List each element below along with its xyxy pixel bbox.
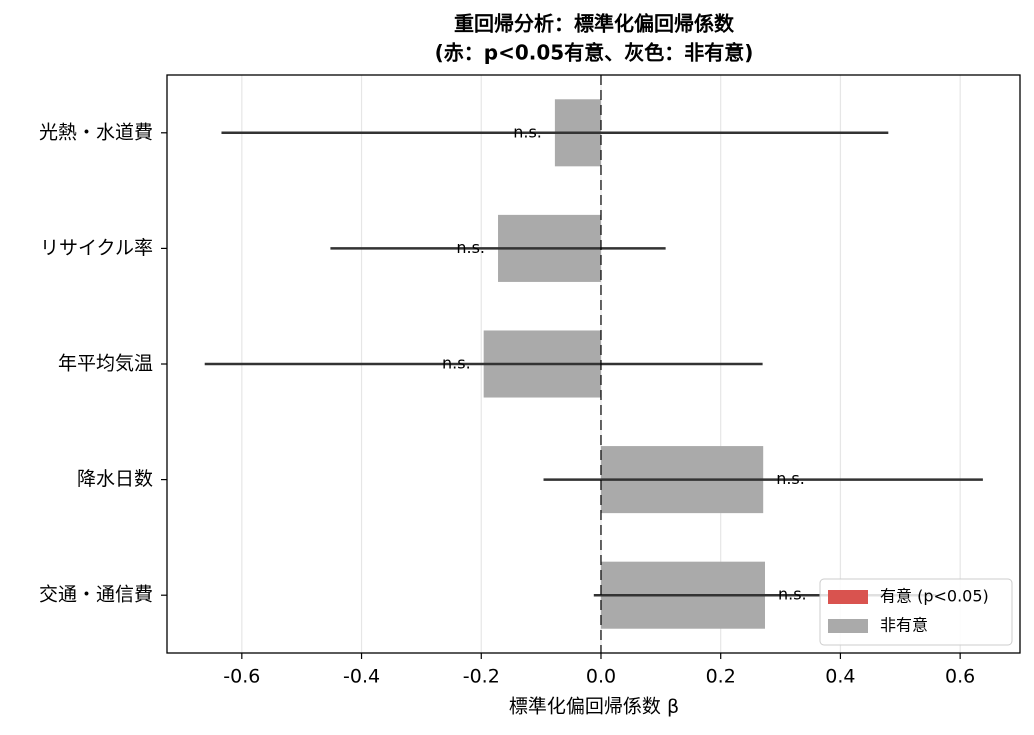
- x-tick-label: 0.4: [825, 666, 855, 688]
- legend-swatch: [828, 590, 868, 604]
- annotation: n.s.: [513, 122, 542, 141]
- y-tick-label: 降水日数: [77, 468, 153, 490]
- y-tick-label: 年平均気温: [58, 353, 153, 375]
- legend-label: 非有意: [880, 616, 928, 635]
- y-tick-label: 交通・通信費: [39, 584, 153, 606]
- x-tick-label: -0.6: [223, 666, 260, 688]
- chart-subtitle: (赤：p<0.05有意、灰色：非有意): [435, 41, 754, 65]
- annotation: n.s.: [776, 469, 805, 488]
- legend-swatch: [828, 619, 868, 633]
- plot-frame: [166, 74, 1021, 654]
- legend-label: 有意 (p<0.05): [880, 587, 989, 606]
- x-tick-label: 0.0: [586, 666, 616, 688]
- x-tick-label: -0.2: [463, 666, 500, 688]
- annotation: n.s.: [456, 238, 485, 257]
- annotation: n.s.: [442, 354, 471, 373]
- x-axis-label: 標準化偏回帰係数 β: [509, 696, 679, 718]
- x-tick-label: 0.6: [945, 666, 975, 688]
- x-tick-label: 0.2: [706, 666, 736, 688]
- y-tick-label: 光熱・水道費: [39, 121, 153, 143]
- x-tick-label: -0.4: [343, 666, 380, 688]
- chart-title: 重回帰分析：標準化偏回帰係数: [454, 12, 735, 36]
- y-tick-label: リサイクル率: [40, 237, 153, 259]
- annotation: n.s.: [778, 585, 807, 604]
